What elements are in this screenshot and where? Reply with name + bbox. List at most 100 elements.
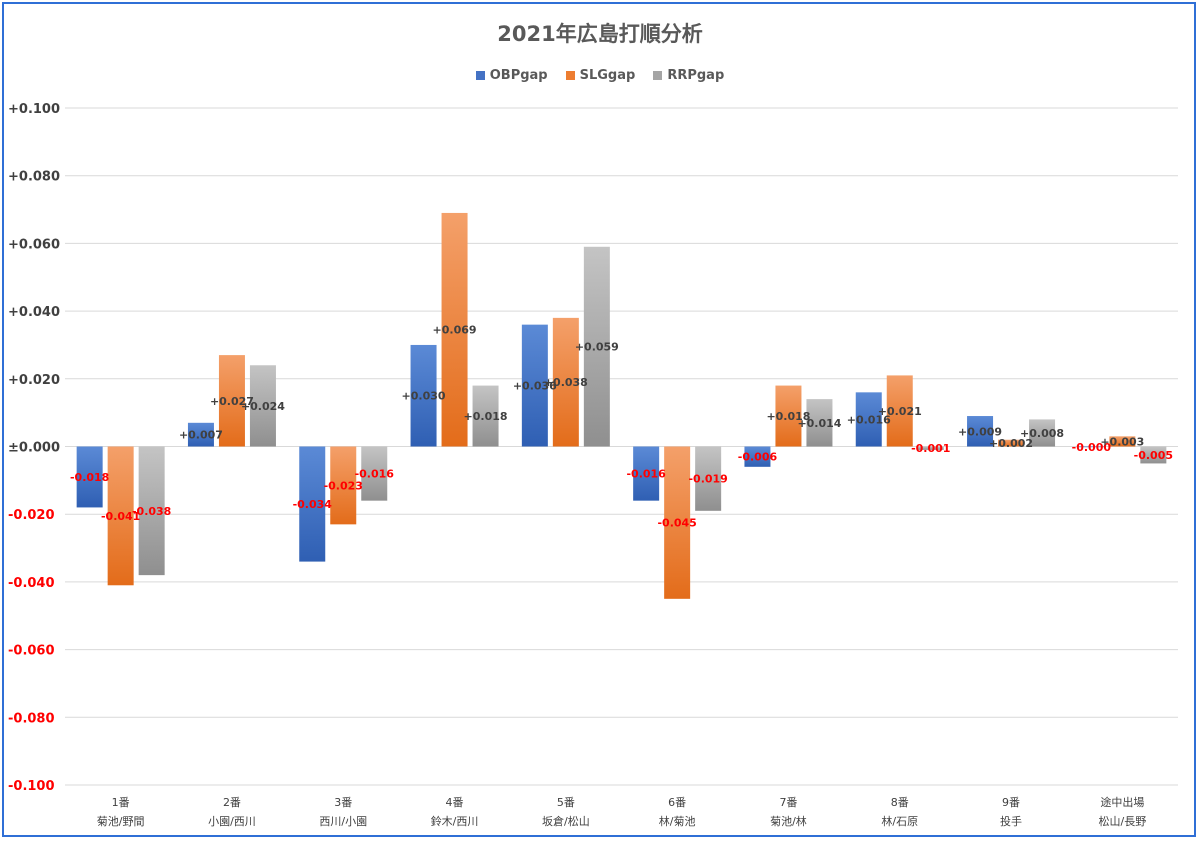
x-tick-sublabel: 坂倉/松山 [542,814,590,828]
x-tick-sublabel: 林/菊池 [659,814,696,828]
y-tick-label: ±0.000 [8,441,60,456]
data-label-slggap: +0.038 [544,376,588,389]
bar-obpgap [410,344,437,447]
data-label-obpgap: -0.016 [626,468,666,481]
bar-rrpgap [583,246,610,447]
bar-rrpgap [1140,446,1167,464]
bar-obpgap [633,446,660,501]
y-tick-label: +0.060 [8,237,60,252]
bar-slggap [330,446,357,525]
data-label-obpgap: +0.009 [958,425,1002,438]
data-label-obpgap: -0.034 [293,498,333,511]
y-tick-label: -0.060 [8,644,55,659]
data-label-obpgap: -0.006 [738,451,778,464]
bars [76,212,1167,599]
x-tick-label: 5番 [557,796,575,809]
data-label-slggap: +0.021 [878,405,922,418]
data-label-rrpgap: -0.038 [132,505,171,518]
legend-item-obpgap: OBPgap [475,68,548,83]
x-tick-sublabel: 林/石原 [881,814,918,828]
bar-slggap [1109,436,1136,447]
y-tick-label: -0.100 [8,779,55,794]
bar-slggap [998,439,1025,447]
x-tick-sublabel: 松山/長野 [1098,814,1146,828]
x-tick-sublabel: 西川/小園 [319,815,367,828]
data-label-rrpgap: +0.059 [575,341,619,354]
data-label-slggap: -0.023 [324,479,363,492]
legend: OBPgap SLGgap RRPgap [0,68,1200,83]
bar-obpgap [855,392,882,447]
data-label-rrpgap: -0.001 [911,442,950,455]
data-label-rrpgap: -0.016 [355,468,395,481]
bar-rrpgap [472,385,499,447]
data-label-slggap: +0.002 [989,437,1033,450]
bar-obpgap [299,446,326,562]
legend-label-obpgap: OBPgap [489,68,548,83]
bar-rrpgap [249,365,276,447]
data-label-obpgap: +0.036 [513,380,557,393]
x-tick-sublabel: 菊池/林 [770,814,807,828]
bar-slggap [218,355,245,447]
y-tick-label: -0.080 [8,711,55,726]
bar-slggap [886,375,913,447]
data-label-rrpgap: +0.024 [241,400,285,413]
bar-obpgap [744,446,771,467]
legend-swatch-rrpgap [653,71,663,80]
bar-obpgap [967,416,994,447]
x-tick-sublabel: 投手 [1000,814,1022,828]
data-label-rrpgap: -0.019 [688,473,727,486]
y-tick-label: -0.020 [8,508,55,523]
bar-slggap [664,446,691,599]
data-label-obpgap: +0.007 [179,429,223,442]
x-tick-label: 7番 [779,796,797,809]
x-tick-label: 4番 [446,796,464,809]
y-tick-label: +0.080 [8,170,60,185]
bar-obpgap [187,422,214,447]
x-tick-sublabel: 鈴木/西川 [431,814,479,828]
legend-swatch-slggap [565,71,575,80]
x-tick-label: 1番 [112,796,130,809]
legend-item-rrpgap: RRPgap [653,68,724,83]
x-tick-label: 3番 [334,796,352,809]
bar-rrpgap [361,446,388,501]
data-label-obpgap: -0.000 [1072,441,1112,454]
data-label-slggap: +0.027 [210,395,254,408]
x-tick-label: 途中出場 [1100,795,1144,809]
y-axis-ticks: +0.100 +0.080 +0.060 +0.040 +0.020 ±0.000 -0.0… [8,102,60,794]
data-label-obpgap: -0.018 [70,471,109,484]
bar-rrpgap [1029,419,1056,447]
data-label-rrpgap: +0.018 [464,410,508,423]
bar-slggap [775,385,802,447]
data-label-slggap: -0.041 [101,510,140,523]
y-tick-label: +0.040 [8,305,60,320]
bar-rrpgap [138,446,165,576]
bar-rrpgap [917,446,944,450]
data-label-slggap: +0.018 [766,410,810,423]
bar-slggap [441,212,468,447]
bar-obpgap [76,446,103,508]
bar-rrpgap [806,399,833,447]
y-tick-label: -0.040 [8,576,55,591]
x-tick-sublabel: 小園/西川 [208,815,256,828]
bar-slggap [107,446,134,586]
data-label-slggap: -0.045 [657,517,696,530]
x-tick-label: 9番 [1002,796,1020,809]
y-tick-label: +0.020 [8,373,60,388]
legend-item-slggap: SLGgap [565,68,635,83]
bar-slggap [552,317,579,447]
data-label-slggap: +0.069 [433,324,477,337]
x-tick-label: 8番 [891,796,909,809]
y-tick-label: +0.100 [8,102,60,117]
legend-swatch-obpgap [475,71,485,80]
data-label-rrpgap: +0.014 [797,417,841,430]
x-tick-sublabel: 菊池/野間 [97,815,145,828]
x-tick-label: 2番 [223,796,241,809]
data-label-obpgap: +0.030 [402,390,446,403]
x-tick-label: 6番 [668,796,686,809]
data-label-slggap: +0.003 [1100,435,1144,448]
bar-rrpgap [695,446,722,511]
bar-obpgap [1078,446,1105,448]
data-labels: -0.018 -0.041-0.038 +0.007 +0.027+0.024 -0.0… [70,324,1173,530]
